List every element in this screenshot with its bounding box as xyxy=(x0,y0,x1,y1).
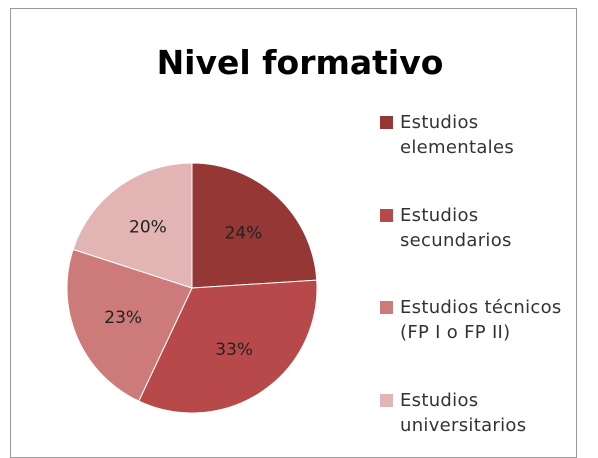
legend-item: Estudios universitarios xyxy=(380,388,580,438)
legend-swatch xyxy=(380,116,393,129)
legend-label: Estudios secundarios xyxy=(400,204,512,251)
pie-slice xyxy=(66,248,193,402)
legend-swatch xyxy=(380,208,393,222)
legend-swatch xyxy=(380,393,393,407)
legend-item: Estudios secundarios xyxy=(380,203,580,253)
data-label: 24% xyxy=(224,223,262,243)
data-label: 23% xyxy=(104,308,142,328)
pie-slice xyxy=(138,279,318,414)
data-label: 33% xyxy=(215,340,253,360)
chart-title: Nivel formativo xyxy=(157,43,444,82)
legend-label: Estudios técnicos (FP I o FP II) xyxy=(400,297,562,343)
legend-item: Estudios técnicos (FP I o FP II) xyxy=(380,295,580,345)
data-label: 20% xyxy=(129,217,167,237)
legend-label: Estudios elementales xyxy=(400,112,515,158)
legend-item: Estudios elementales xyxy=(380,110,580,160)
legend-swatch xyxy=(380,301,393,314)
pie-slice xyxy=(191,162,318,289)
pie-slice xyxy=(72,162,193,289)
legend-label: Estudios universitarios xyxy=(400,389,527,436)
